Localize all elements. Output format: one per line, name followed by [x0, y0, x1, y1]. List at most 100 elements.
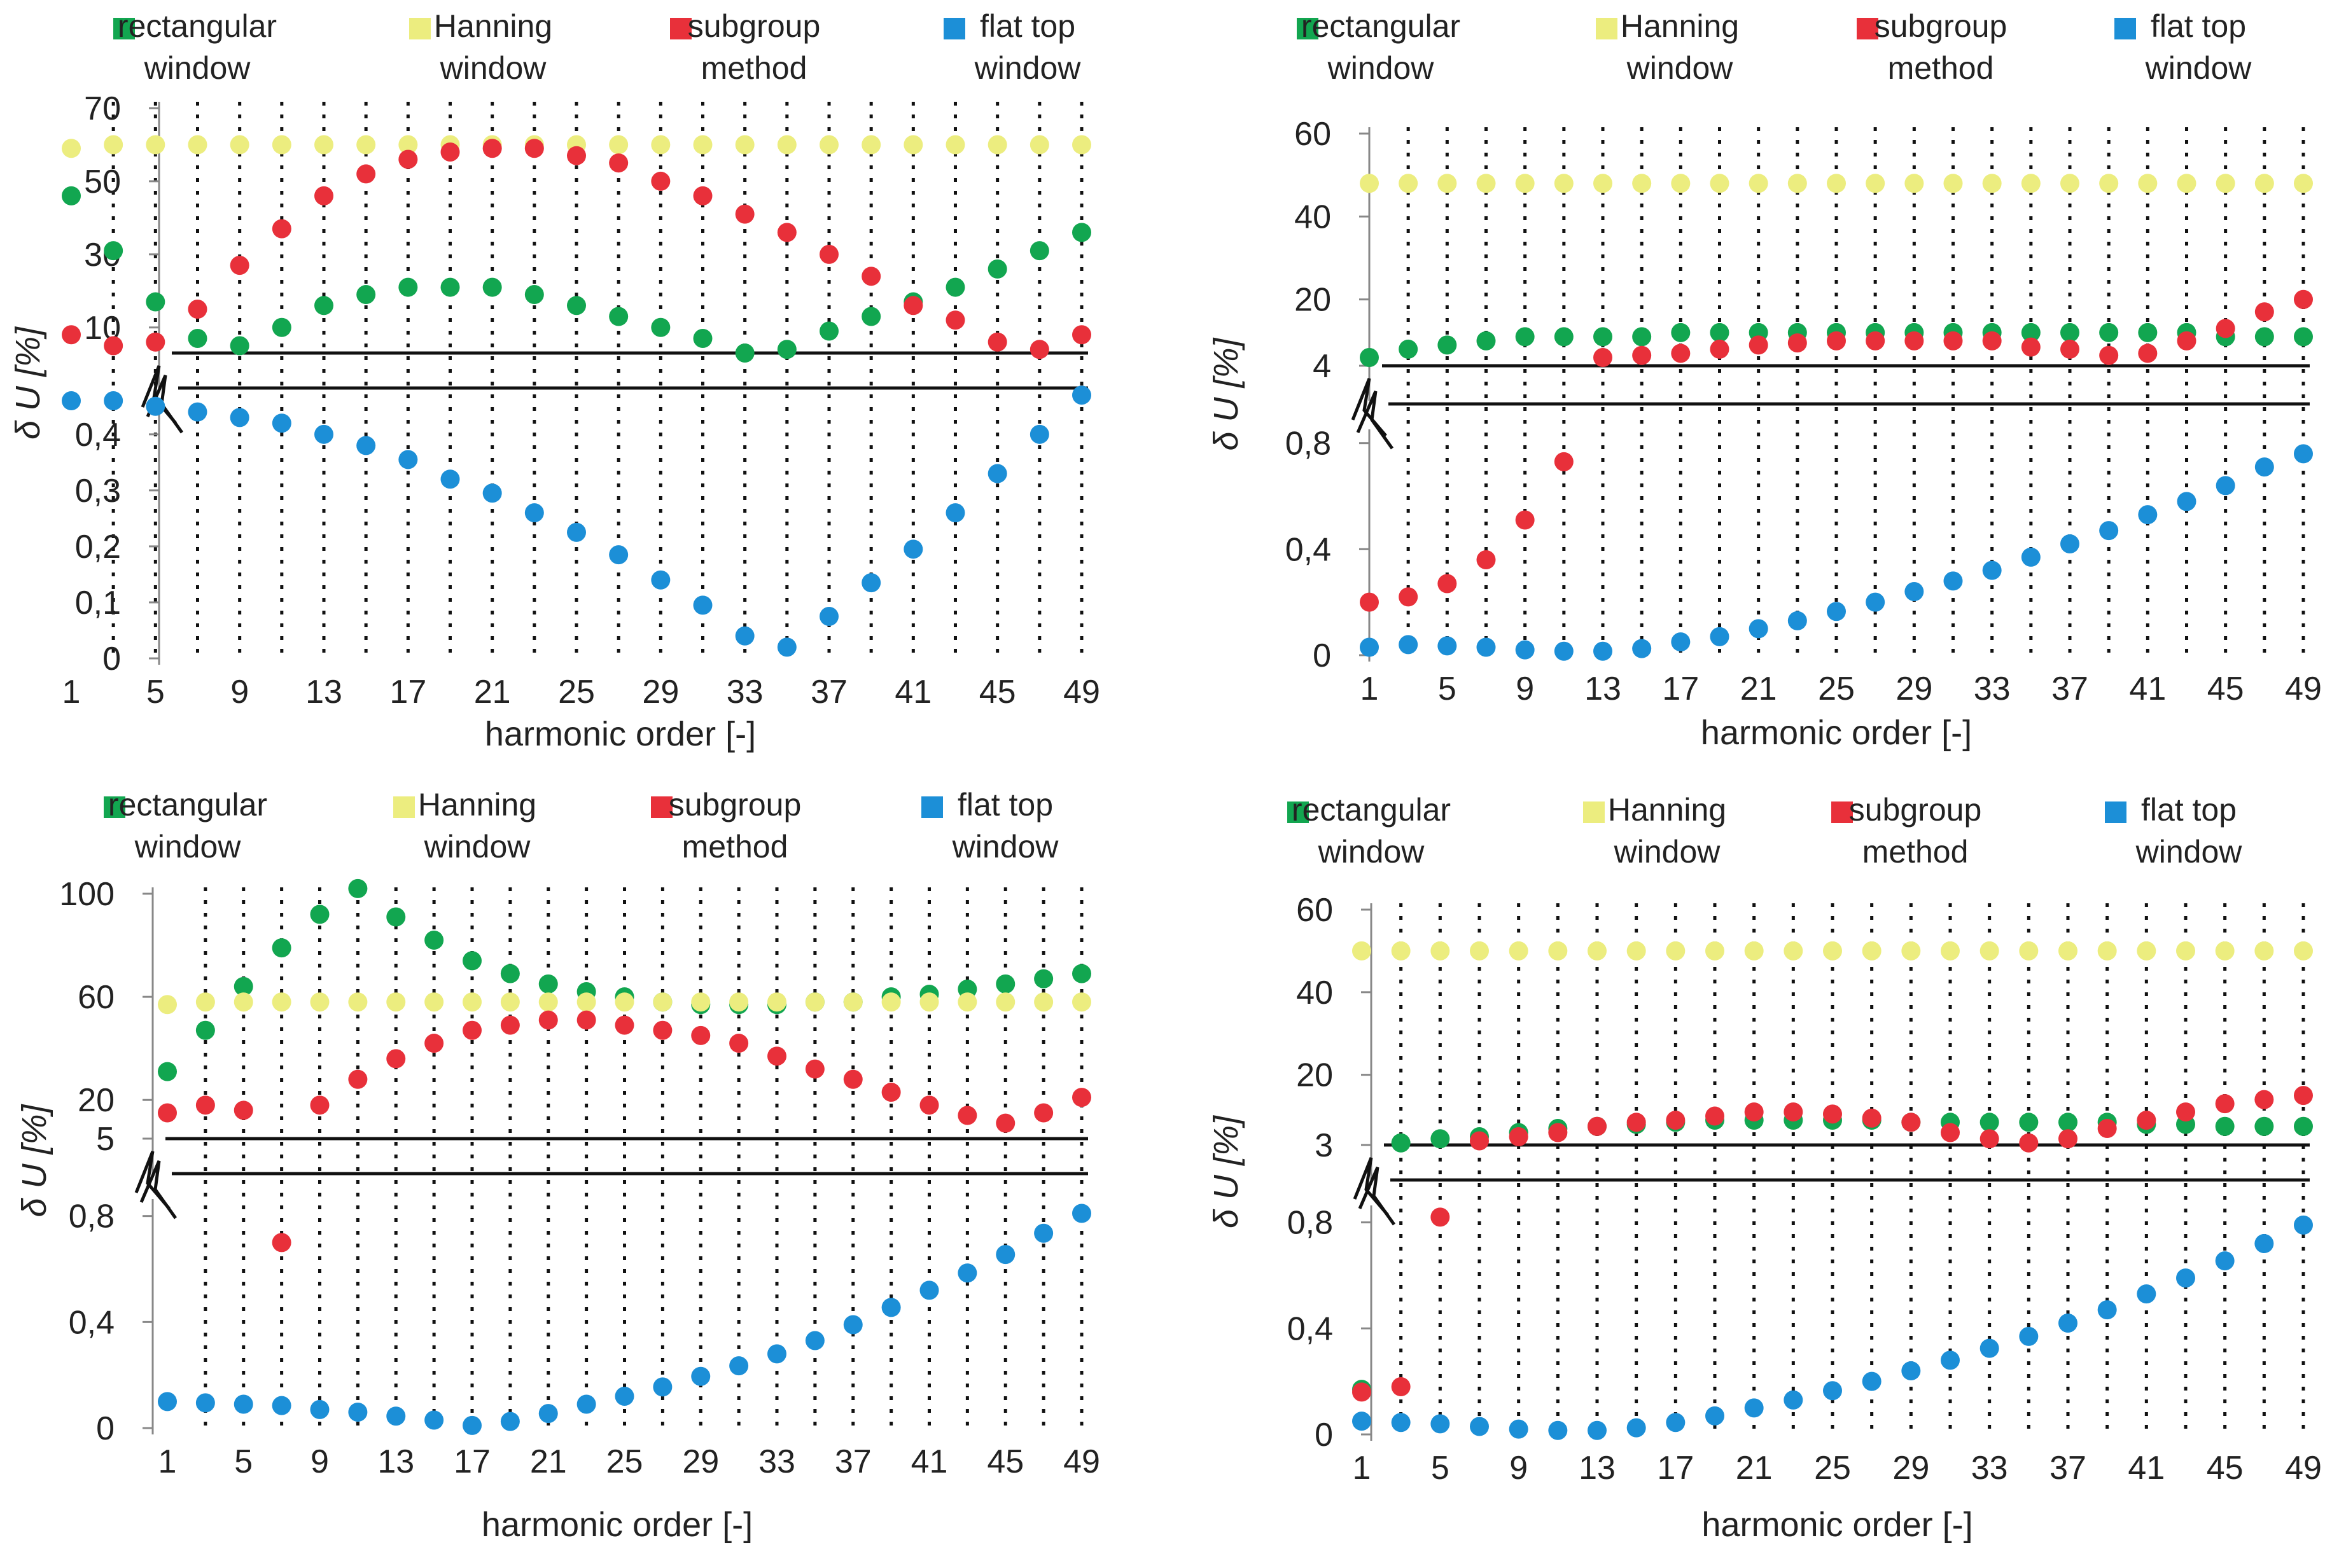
- point-subgroup-h43: [946, 310, 965, 330]
- series-hanning: [62, 135, 1091, 158]
- legend-item-flattop: flat top window: [944, 8, 1081, 86]
- point-subgroup-h17: [463, 1020, 482, 1040]
- point-rectangular-h5: [234, 976, 253, 996]
- point-rectangular-h45: [996, 974, 1016, 994]
- point-subgroup-h21: [1744, 1102, 1764, 1122]
- x-tick-label-49: 49: [1063, 674, 1100, 711]
- point-hanning-h49: [1072, 135, 1091, 155]
- x-tick-label-49: 49: [1063, 1443, 1100, 1480]
- x-tick-label-45: 45: [987, 1443, 1024, 1480]
- point-hanning-h39: [2097, 941, 2117, 961]
- point-rectangular-h7: [188, 329, 207, 349]
- legend-label-rectangular: rectangular: [108, 787, 267, 822]
- legend-item-subgroup: subgroup method: [1857, 8, 2007, 86]
- point-rectangular-h21: [482, 277, 502, 297]
- point-flattop-h33: [767, 1344, 786, 1364]
- point-subgroup-h29: [651, 171, 671, 191]
- point-subgroup-h25: [1823, 1104, 1842, 1124]
- point-subgroup-h41: [2137, 1111, 2156, 1130]
- legend-label-subgroup-line2: method: [1862, 834, 1969, 870]
- point-flattop-h1: [1360, 637, 1379, 657]
- point-flattop-h49: [2294, 444, 2313, 464]
- point-flattop-h25: [567, 522, 586, 542]
- legend-label-hanning-line2: window: [424, 829, 531, 864]
- point-flattop-h9: [230, 408, 249, 427]
- point-subgroup-h33: [1982, 331, 2002, 350]
- y-tick-label-upper-1: 20: [1296, 1057, 1333, 1094]
- point-flattop-h11: [348, 1403, 368, 1422]
- point-subgroup-h3: [104, 336, 123, 356]
- legend-swatch-subgroup: [651, 796, 673, 818]
- point-flattop-h41: [2137, 1284, 2156, 1304]
- point-hanning-h9: [230, 135, 249, 155]
- x-tick-label-1: 1: [158, 1443, 177, 1480]
- legend-label-subgroup-line2: method: [701, 50, 807, 86]
- point-flattop-h11: [1554, 641, 1574, 661]
- point-flattop-h19: [440, 469, 460, 489]
- point-subgroup-h31: [1943, 331, 1963, 350]
- x-tick-label-13: 13: [305, 674, 342, 711]
- point-subgroup-h39: [881, 1083, 901, 1102]
- legend-swatch-subgroup: [1857, 18, 1878, 39]
- point-rectangular-h13: [314, 296, 333, 316]
- x-tick-label-17: 17: [1657, 1450, 1694, 1487]
- point-hanning-h19: [1705, 941, 1724, 961]
- point-subgroup-h9: [310, 1095, 330, 1115]
- point-flattop-h17: [1666, 1413, 1686, 1433]
- y-tick-label-lower-0: 0: [96, 1410, 115, 1447]
- legend-item-subgroup: subgroup method: [1831, 792, 1981, 870]
- point-subgroup-h37: [820, 244, 839, 264]
- x-tick-label-13: 13: [1579, 1450, 1616, 1487]
- point-flattop-h15: [1626, 1418, 1646, 1438]
- point-rectangular-h49: [1072, 964, 1091, 983]
- point-hanning-h37: [2060, 174, 2079, 193]
- point-subgroup-h25: [567, 146, 586, 165]
- point-subgroup-h45: [2215, 1094, 2235, 1114]
- x-tick-label-9: 9: [230, 674, 249, 711]
- legend-item-flattop: flat top window: [2114, 8, 2252, 86]
- point-flattop-h27: [1862, 1371, 1882, 1391]
- point-subgroup-h35: [2021, 337, 2041, 357]
- point-hanning-h39: [2099, 174, 2119, 193]
- point-subgroup-h19: [1705, 1106, 1724, 1126]
- point-flattop-h3: [104, 391, 123, 410]
- point-rectangular-h5: [1430, 1129, 1450, 1149]
- point-hanning-h33: [1979, 941, 1999, 961]
- point-subgroup-h37: [2060, 339, 2079, 359]
- y-tick-label-lower-0: 0: [1313, 637, 1331, 674]
- point-subgroup-h25: [615, 1015, 634, 1035]
- point-hanning-h37: [820, 135, 839, 155]
- x-tick-label-25: 25: [606, 1443, 643, 1480]
- chart-panel-bottom-left: rectangular window Hanning window subgroup me…: [15, 787, 1100, 1544]
- point-rectangular-h19: [1710, 323, 1729, 342]
- point-flattop-h1: [62, 391, 81, 410]
- point-subgroup-h11: [1554, 452, 1574, 471]
- point-flattop-h43: [2177, 492, 2196, 511]
- point-subgroup-h15: [1632, 345, 1652, 365]
- legend-swatch-subgroup: [1831, 801, 1853, 823]
- point-hanning-h5: [234, 992, 253, 1012]
- point-subgroup-h41: [919, 1095, 939, 1115]
- point-subgroup-h1: [158, 1103, 177, 1123]
- point-rectangular-h39: [862, 307, 881, 326]
- legend-label-flattop: flat top: [958, 787, 1053, 822]
- point-flattop-h31: [693, 595, 713, 615]
- point-flattop-h29: [691, 1366, 711, 1386]
- point-flattop-h21: [482, 483, 502, 503]
- legend-label-hanning-line2: window: [1614, 834, 1721, 870]
- point-rectangular-h13: [1593, 327, 1612, 347]
- point-hanning-h47: [1030, 135, 1049, 155]
- legend-item-subgroup: subgroup method: [670, 8, 820, 86]
- point-flattop-h35: [2021, 547, 2041, 567]
- axis-break-mark-2: [1358, 1167, 1396, 1226]
- point-flattop-h25: [1827, 602, 1846, 621]
- x-tick-label-41: 41: [2128, 1450, 2165, 1487]
- point-hanning-h47: [2254, 174, 2274, 193]
- point-flattop-h31: [1943, 571, 1963, 591]
- point-rectangular-h49: [2294, 327, 2313, 347]
- point-rectangular-h1: [62, 186, 81, 205]
- legend-label-subgroup: subgroup: [669, 787, 802, 822]
- legend-label-flattop-line2: window: [974, 50, 1082, 86]
- point-subgroup-h33: [767, 1046, 786, 1066]
